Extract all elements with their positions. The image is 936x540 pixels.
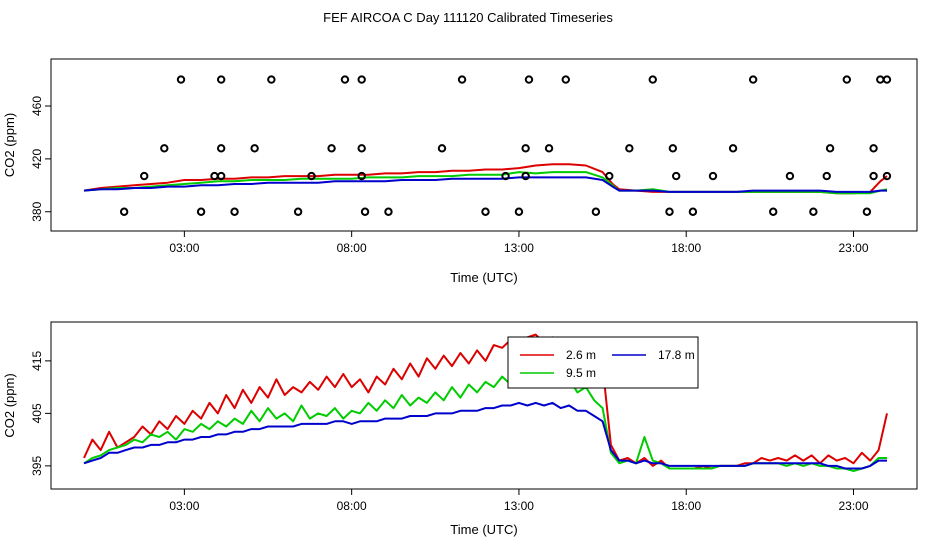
flag-marker — [216, 171, 226, 181]
flag-marker — [357, 75, 366, 84]
plot-frame-1 — [50, 58, 918, 232]
plot-frame-2 — [50, 321, 918, 490]
flag-marker — [481, 207, 490, 216]
y-tick-label: 420 — [30, 149, 44, 169]
y-tick-label: 380 — [30, 201, 44, 221]
flag-marker — [869, 171, 878, 181]
flag-marker — [882, 75, 892, 84]
y-tick-label: 415 — [30, 351, 44, 371]
flag-marker — [748, 75, 758, 84]
y-tick-label: 405 — [30, 403, 44, 423]
flag-marker — [176, 75, 186, 84]
flag-marker — [809, 207, 818, 216]
x-tick-label: 23:00 — [838, 241, 868, 255]
flag-marker — [822, 171, 831, 181]
flag-marker — [307, 171, 316, 181]
flag-marker — [357, 171, 366, 181]
flag-marker — [648, 75, 657, 84]
flag-marker — [561, 75, 570, 84]
flag-marker — [869, 144, 878, 153]
legend-box — [507, 336, 699, 389]
flag-marker — [160, 144, 169, 153]
x-tick-label: 03:00 — [169, 499, 199, 513]
flag-marker — [728, 144, 738, 153]
y-tick-label: 395 — [30, 456, 44, 476]
flag-marker — [671, 171, 681, 181]
flag-marker — [882, 171, 892, 181]
flag-marker — [327, 144, 336, 153]
y-tick-label: 460 — [30, 96, 44, 116]
flag-marker — [250, 144, 259, 153]
flag-marker — [668, 144, 678, 153]
series-line-2-6-m — [83, 333, 888, 470]
flag-marker — [340, 75, 350, 84]
x-axis-label: Time (UTC) — [450, 270, 517, 285]
x-tick-label: 18:00 — [671, 499, 701, 513]
x-tick-label: 03:00 — [169, 241, 199, 255]
flag-marker — [769, 207, 778, 216]
x-axis-label: Time (UTC) — [450, 522, 517, 537]
figure-title: FEF AIRCOA C Day 111120 Calibrated Times… — [323, 10, 613, 25]
flag-marker — [605, 171, 614, 181]
flag-marker — [665, 207, 674, 216]
y-axis-label: CO2 (ppm) — [2, 113, 17, 177]
y-axis-label: CO2 (ppm) — [2, 373, 17, 437]
flag-marker — [625, 144, 634, 153]
x-tick-label: 13:00 — [504, 499, 534, 513]
x-tick-label: 18:00 — [671, 241, 701, 255]
flag-marker — [825, 144, 835, 153]
flag-marker — [521, 171, 530, 181]
flag-marker — [862, 207, 872, 216]
flag-marker — [708, 171, 718, 181]
flag-marker — [544, 144, 554, 153]
flag-marker — [267, 75, 276, 84]
series-line-17-8-m — [83, 401, 887, 470]
legend-label: 9.5 m — [566, 366, 596, 380]
flag-marker — [521, 144, 530, 153]
flag-marker — [119, 207, 129, 216]
x-tick-label: 23:00 — [838, 499, 868, 513]
flag-marker — [216, 144, 226, 153]
flag-marker — [384, 207, 393, 216]
flag-marker — [524, 75, 534, 84]
x-tick-label: 08:00 — [337, 499, 367, 513]
legend-label: 17.8 m — [658, 348, 695, 362]
flag-marker — [437, 144, 447, 153]
flag-marker — [688, 207, 698, 216]
series-line-17-8-m — [83, 176, 887, 193]
flag-marker — [140, 171, 149, 181]
flag-marker — [876, 75, 885, 84]
flag-marker — [785, 171, 795, 181]
flag-marker — [210, 171, 219, 181]
flag-marker — [357, 144, 366, 153]
legend-label: 2.6 m — [566, 348, 596, 362]
flag-marker — [842, 75, 852, 84]
x-tick-label: 08:00 — [337, 241, 367, 255]
flag-marker — [360, 207, 370, 216]
series-line-9-5-m — [83, 367, 887, 473]
x-tick-label: 13:00 — [504, 241, 534, 255]
flag-marker — [196, 207, 206, 216]
flag-marker — [230, 207, 239, 216]
flag-marker — [457, 75, 467, 84]
flag-marker — [501, 171, 510, 181]
flag-marker — [591, 207, 601, 216]
flag-marker — [293, 207, 303, 216]
flag-marker — [216, 75, 226, 84]
flag-marker — [514, 207, 524, 216]
